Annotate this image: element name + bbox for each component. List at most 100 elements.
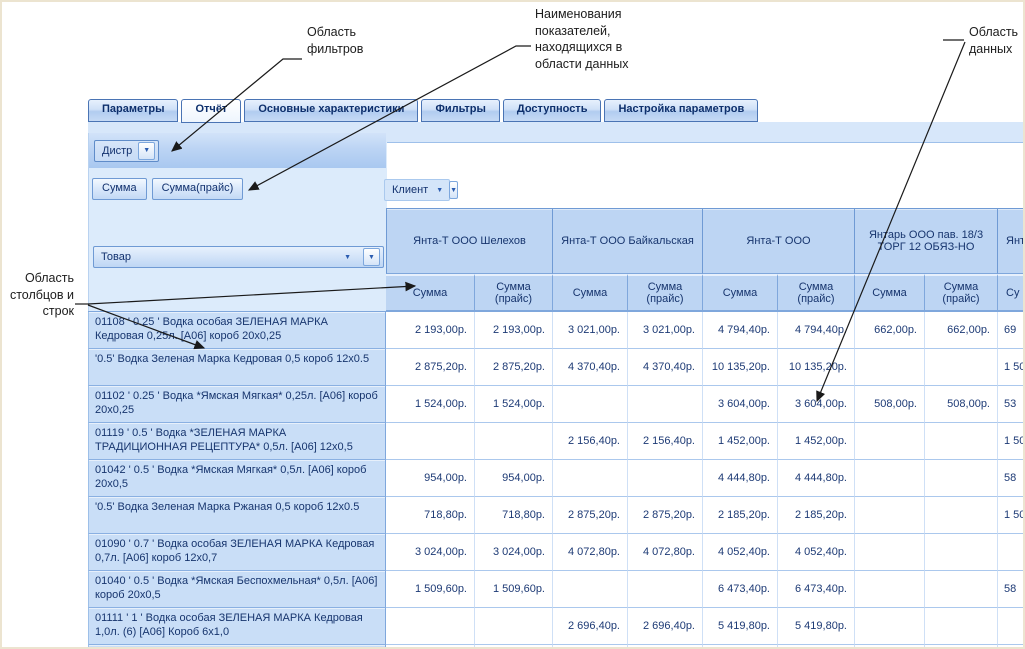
row-field-goods[interactable]: Товар ▼ ▼ [93, 246, 384, 268]
data-cell: 2 185,20р. [778, 497, 855, 534]
data-cell [778, 645, 855, 647]
row-header-cell: 01111 ' 1 ' Водка особая ЗЕЛЕНАЯ МАРКА К… [88, 608, 386, 645]
data-cell [475, 423, 553, 460]
column-subheader[interactable]: Сумма (прайс) [925, 274, 998, 312]
data-cell [553, 645, 628, 647]
data-cell [855, 349, 925, 386]
tab[interactable]: Отчёт [181, 99, 242, 123]
data-cell: 58 [998, 460, 1023, 497]
column-subheader[interactable]: Сумма [703, 274, 778, 312]
filter-field-label: Дистр [102, 144, 133, 157]
data-cell [925, 460, 998, 497]
annotation-rows-columns-area: Область столбцов и строк [9, 271, 74, 318]
tab[interactable]: Настройка параметров [604, 99, 759, 122]
dropdown-arrow-icon[interactable]: ▼ [363, 248, 380, 266]
column-field-client[interactable]: Клиент ▼ ▼ [384, 179, 459, 201]
table-row: 2 875,20р. 2 875,20р. 4 370,40р. 4 370,40р.… [386, 349, 1023, 386]
data-cell [855, 608, 925, 645]
pivot-grid: Янта-Т ООО Шелехов Янта-Т ООО Байкальская… [386, 208, 1023, 647]
tab[interactable]: Доступность [502, 99, 602, 122]
data-cell [998, 534, 1023, 571]
data-cell [475, 608, 553, 645]
data-cell: 954,00р. [386, 460, 475, 497]
data-cell: 4 052,40р. [778, 534, 855, 571]
data-cell: 58 [998, 571, 1023, 608]
row-header-cell: 01102 ' 0.25 ' Водка *Ямская Мягкая* 0,2… [88, 386, 386, 423]
data-cell: 2 193,00р. [475, 312, 553, 349]
annotation-data-area: Область данных [969, 25, 1019, 56]
filter-area-band: Дистр ▼ [88, 133, 386, 168]
sort-caret-icon: ▼ [344, 253, 351, 261]
data-cell [628, 386, 703, 423]
column-subheader[interactable]: Сумма [386, 274, 475, 312]
data-cell: 4 444,80р. [703, 460, 778, 497]
data-cell: 4 444,80р. [778, 460, 855, 497]
data-cell: 4 370,40р. [553, 349, 628, 386]
data-cell [855, 571, 925, 608]
filter-field-distr[interactable]: Дистр ▼ [94, 139, 160, 162]
data-cell: 2 696,40р. [628, 608, 703, 645]
column-subheader[interactable]: Сумма (прайс) [475, 274, 553, 312]
table-row: 2 696,40р. 2 696,40р. 5 419,80р. 5 419,80р. [386, 608, 1023, 645]
data-cell: 6 473,40р. [703, 571, 778, 608]
data-cell: 1 50 [998, 423, 1023, 460]
data-cell: 718,80р. [386, 497, 475, 534]
column-group-header[interactable]: Янта-Т ООО [703, 208, 855, 274]
tab[interactable]: Параметры [88, 99, 179, 122]
data-cell [553, 460, 628, 497]
column-subheader[interactable]: Су [998, 274, 1023, 312]
row-header-cell: 01119 ' 0.5 ' Водка *ЗЕЛЕНАЯ МАРКА ТРАДИ… [88, 423, 386, 460]
column-group-header[interactable]: Янт [998, 208, 1023, 274]
column-group-header[interactable]: Янта-Т ООО Байкальская [553, 208, 703, 274]
data-cell [998, 608, 1023, 645]
column-subheader[interactable]: Сумма [855, 274, 925, 312]
dropdown-arrow-icon[interactable]: ▼ [138, 141, 156, 160]
data-cell: 4 794,40р. [778, 312, 855, 349]
data-cell: 3 021,00р. [553, 312, 628, 349]
column-group-header[interactable]: Янта-Т ООО Шелехов [386, 208, 553, 274]
row-header-cell: 01090 ' 0.7 ' Водка особая ЗЕЛЕНАЯ МАРКА… [88, 534, 386, 571]
data-cell: 1 452,00р. [703, 423, 778, 460]
column-subheader[interactable]: Сумма [553, 274, 628, 312]
data-field-buttons: Сумма Сумма(прайс) [92, 178, 244, 200]
table-row: 1 509,60р. 1 509,60р. 6 473,40р. 6 473,40р.… [386, 571, 1023, 608]
row-header-cell [88, 645, 386, 647]
tab[interactable]: Основные характеристики [244, 99, 419, 122]
data-cell: 2 185,20р. [703, 497, 778, 534]
column-subheader[interactable]: Сумма (прайс) [778, 274, 855, 312]
data-cell: 2 875,20р. [628, 497, 703, 534]
data-cell: 1 509,60р. [386, 571, 475, 608]
data-cell: 3 604,00р. [778, 386, 855, 423]
data-cell [998, 645, 1023, 647]
data-cell: 69 [998, 312, 1023, 349]
data-cell [386, 608, 475, 645]
data-cell: 2 875,20р. [553, 497, 628, 534]
data-cell [925, 423, 998, 460]
data-cell: 1 50 [998, 497, 1023, 534]
row-header-cell: 01042 ' 0.5 ' Водка *Ямская Мягкая* 0,5л… [88, 460, 386, 497]
tab[interactable]: Фильтры [421, 99, 500, 122]
column-field-label: Клиент [392, 184, 429, 196]
column-subheader[interactable]: Сумма (прайс) [628, 274, 703, 312]
data-cell: 6 473,40р. [778, 571, 855, 608]
data-cell [855, 645, 925, 647]
data-cell: 5 419,80р. [778, 608, 855, 645]
data-cell [386, 645, 475, 647]
data-cell [925, 349, 998, 386]
table-row: 718,80р. 718,80р. 2 875,20р. 2 875,20р. 2 18… [386, 497, 1023, 534]
data-cell [855, 497, 925, 534]
data-field-button[interactable]: Сумма [92, 178, 147, 200]
data-cell [925, 497, 998, 534]
column-group-header[interactable]: Янтарь ООО пав. 18/3 ТОРГ 12 ОБЯЗ-НО [855, 208, 998, 274]
dropdown-arrow-icon[interactable]: ▼ [449, 181, 459, 199]
sort-caret-icon: ▼ [436, 186, 444, 194]
data-cell [925, 645, 998, 647]
table-row: 2 193,00р. 2 193,00р. 3 021,00р. 3 021,00р.… [386, 312, 1023, 349]
data-field-button[interactable]: Сумма(прайс) [151, 178, 244, 200]
data-cell: 3 024,00р. [475, 534, 553, 571]
table-row: 3 024,00р. 3 024,00р. 4 072,80р. 4 072,80р.… [386, 534, 1023, 571]
data-cell: 10 135,20р. [778, 349, 855, 386]
data-cell: 3 021,00р. [628, 312, 703, 349]
data-cell: 4 072,80р. [628, 534, 703, 571]
